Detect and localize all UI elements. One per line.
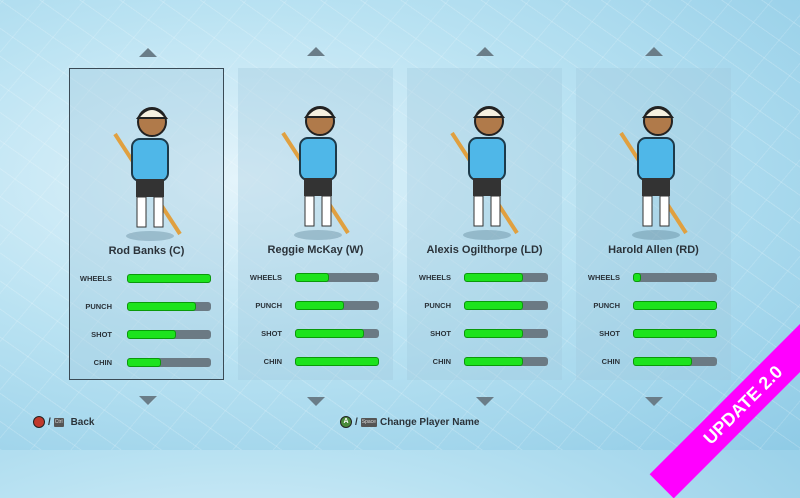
down-arrow-icon[interactable] (476, 397, 494, 406)
change-name-hint[interactable]: A / Space Change Player Name (340, 416, 479, 428)
stat-label: PUNCH (85, 302, 112, 311)
up-arrow-icon[interactable] (476, 47, 494, 56)
a-button-icon: A (340, 416, 352, 428)
player-avatar (619, 106, 688, 240)
stat-bar (127, 358, 211, 367)
player-name: Rod Banks (C) (108, 245, 185, 257)
stat-bar (295, 329, 379, 338)
stat-label: CHIN (263, 357, 282, 366)
stat-fill (127, 330, 176, 339)
stat-row-chin: CHIN (576, 356, 731, 368)
stat-bar (464, 329, 548, 338)
stat-bar (464, 357, 548, 366)
stat-fill (127, 274, 211, 283)
stat-bar (633, 357, 717, 366)
stat-row-wheels: WHEELS (238, 272, 393, 284)
stat-row-wheels: WHEELS (407, 272, 562, 284)
stat-label: CHIN (601, 357, 620, 366)
stat-row-punch: PUNCH (576, 300, 731, 312)
b-button-icon (33, 416, 45, 428)
stat-label: SHOT (430, 329, 451, 338)
player-card[interactable]: Alexis Ogilthorpe (LD) WHEELS PUNCH SHOT… (407, 47, 562, 406)
stat-label: WHEELS (249, 273, 282, 282)
back-label: Back (70, 416, 95, 428)
player-avatar (113, 107, 182, 241)
player-name: Alexis Ogilthorpe (LD) (426, 244, 543, 256)
stat-label: PUNCH (593, 301, 620, 310)
separator: / (355, 416, 358, 428)
stat-fill (295, 329, 364, 338)
stat-label: CHIN (432, 357, 451, 366)
stat-fill (464, 329, 523, 338)
player-card[interactable]: Harold Allen (RD) WHEELS PUNCH SHOT CHIN (576, 47, 731, 406)
stat-label: WHEELS (418, 273, 451, 282)
stat-fill (633, 329, 717, 338)
player-name: Reggie McKay (W) (267, 244, 364, 256)
stat-bar (295, 273, 379, 282)
player-card[interactable]: Reggie McKay (W) WHEELS PUNCH SHOT CHIN (238, 47, 393, 406)
down-arrow-icon[interactable] (645, 397, 663, 406)
stat-bar (633, 301, 717, 310)
stat-row-wheels: WHEELS (576, 272, 731, 284)
stat-bar (464, 301, 548, 310)
stat-row-punch: PUNCH (70, 301, 223, 313)
stat-row-chin: CHIN (238, 356, 393, 368)
stat-row-shot: SHOT (238, 328, 393, 340)
stat-bar (295, 357, 379, 366)
stat-label: CHIN (93, 358, 112, 367)
separator: / (48, 416, 51, 428)
stat-row-chin: CHIN (70, 357, 223, 369)
stat-bar (633, 273, 717, 282)
up-arrow-icon[interactable] (645, 47, 663, 56)
stat-fill (295, 301, 344, 310)
stat-fill (633, 273, 642, 282)
stat-fill (464, 357, 523, 366)
stat-row-shot: SHOT (70, 329, 223, 341)
ctrl-key-icon: Ctrl (53, 417, 64, 427)
stat-fill (633, 301, 717, 310)
stat-row-wheels: WHEELS (70, 273, 223, 285)
stat-fill (295, 273, 329, 282)
up-arrow-icon[interactable] (307, 47, 325, 56)
stat-bar (127, 302, 211, 311)
stat-bar (295, 301, 379, 310)
player-card[interactable]: Rod Banks (C) WHEELS PUNCH SHOT CHIN (69, 48, 224, 405)
stat-row-shot: SHOT (407, 328, 562, 340)
back-hint[interactable]: / Ctrl Back (33, 416, 94, 428)
stat-fill (295, 357, 379, 366)
player-avatar (450, 106, 519, 240)
stat-bar (633, 329, 717, 338)
stat-label: PUNCH (424, 301, 451, 310)
stat-fill (127, 358, 161, 367)
stat-fill (633, 357, 692, 366)
player-avatar (281, 106, 350, 240)
stat-fill (464, 301, 523, 310)
stat-row-shot: SHOT (576, 328, 731, 340)
down-arrow-icon[interactable] (139, 396, 157, 405)
stat-label: SHOT (599, 329, 620, 338)
stat-fill (127, 302, 196, 311)
stat-bar (464, 273, 548, 282)
stat-label: WHEELS (79, 274, 112, 283)
stat-row-punch: PUNCH (238, 300, 393, 312)
space-key-icon: Space (360, 417, 377, 427)
stat-fill (464, 273, 523, 282)
player-name: Harold Allen (RD) (608, 244, 699, 256)
stat-row-chin: CHIN (407, 356, 562, 368)
down-arrow-icon[interactable] (307, 397, 325, 406)
stat-label: SHOT (91, 330, 112, 339)
change-name-label: Change Player Name (379, 416, 480, 428)
stat-bar (127, 274, 211, 283)
stat-label: WHEELS (587, 273, 620, 282)
stat-bar (127, 330, 211, 339)
stat-row-punch: PUNCH (407, 300, 562, 312)
stat-label: SHOT (261, 329, 282, 338)
up-arrow-icon[interactable] (139, 48, 157, 57)
stat-label: PUNCH (255, 301, 282, 310)
